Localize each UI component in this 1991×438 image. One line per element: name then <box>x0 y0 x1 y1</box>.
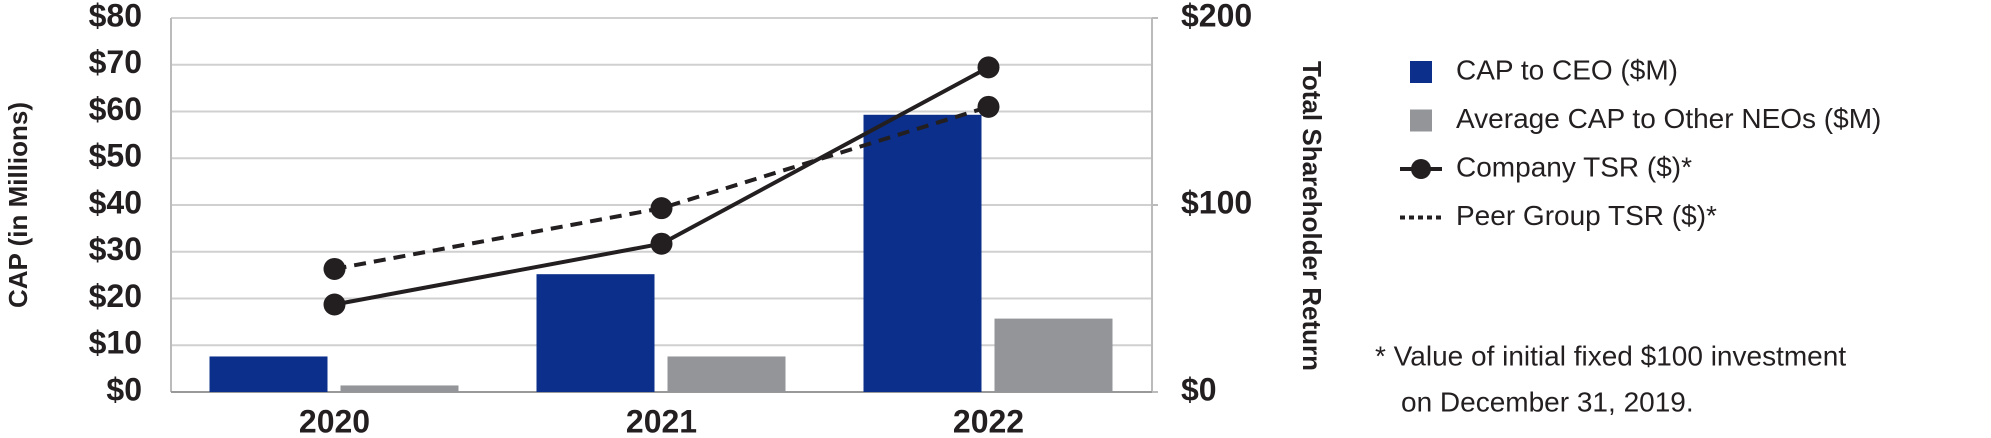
line <box>334 104 990 271</box>
legend-label: Company TSR ($)* <box>1456 151 1692 182</box>
bar <box>340 385 459 392</box>
y2-tick-label: $200 <box>1181 0 1252 33</box>
marker <box>650 197 673 220</box>
y2-tick-label: $100 <box>1181 184 1252 220</box>
y-tick-label: $80 <box>89 0 142 33</box>
bar <box>994 318 1113 392</box>
footnote: * Value of initial fixed $100 investment <box>1375 340 1846 371</box>
marker <box>323 293 346 316</box>
bar <box>536 274 655 392</box>
legend-label: CAP to CEO ($M) <box>1456 54 1678 85</box>
y-tick-label: $10 <box>89 325 142 361</box>
legend-label: Average CAP to Other NEOs ($M) <box>1456 103 1881 134</box>
marker <box>323 257 346 280</box>
y-axis-label: CAP (in Millions) <box>3 102 33 308</box>
y-tick-label: $20 <box>89 278 142 314</box>
marker <box>977 95 1000 118</box>
bar <box>209 356 328 392</box>
x-tick-label: 2020 <box>299 403 370 438</box>
marker <box>977 56 1000 79</box>
x-tick-label: 2022 <box>953 403 1024 438</box>
bar <box>667 356 786 392</box>
y-tick-label: $0 <box>106 371 142 407</box>
bar <box>863 114 982 393</box>
legend-swatch <box>1410 109 1432 132</box>
y-tick-label: $40 <box>89 184 142 220</box>
y-tick-label: $70 <box>89 44 142 80</box>
y-tick-label: $60 <box>89 91 142 127</box>
y-tick-label: $30 <box>89 231 142 267</box>
footnote: on December 31, 2019. <box>1401 386 1694 417</box>
legend-label: Peer Group TSR ($)* <box>1456 200 1717 231</box>
legend-swatch <box>1410 61 1432 83</box>
y2-axis-label: Total Shareholder Return <box>1297 61 1327 371</box>
y-tick-label: $50 <box>89 138 142 174</box>
x-tick-label: 2021 <box>626 403 697 438</box>
legend-marker <box>1411 159 1431 179</box>
y2-tick-label: $0 <box>1181 371 1217 407</box>
marker <box>650 232 673 255</box>
